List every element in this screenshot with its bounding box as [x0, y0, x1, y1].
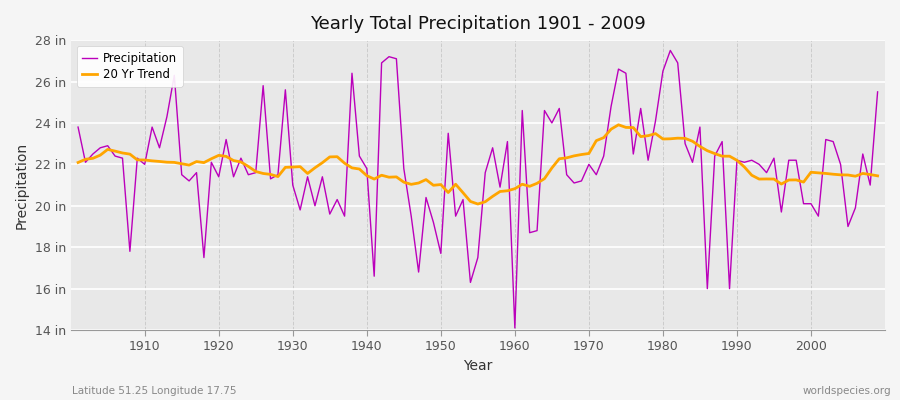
Precipitation: [295, 208, 306, 212]
20 Yr Trend: [132, 158, 143, 162]
Line: Precipitation: Precipitation: [78, 50, 878, 328]
Precipitation: [606, 104, 616, 109]
Precipitation: [73, 125, 84, 130]
Text: worldspecies.org: worldspecies.org: [803, 386, 891, 396]
Text: Latitude 51.25 Longitude 17.75: Latitude 51.25 Longitude 17.75: [72, 386, 237, 396]
Precipitation: [665, 48, 676, 53]
Precipitation: [132, 156, 143, 160]
20 Yr Trend: [613, 122, 624, 127]
20 Yr Trend: [517, 182, 527, 187]
20 Yr Trend: [606, 127, 616, 132]
Precipitation: [872, 90, 883, 94]
20 Yr Trend: [73, 160, 84, 165]
20 Yr Trend: [509, 186, 520, 191]
20 Yr Trend: [339, 161, 350, 166]
X-axis label: Year: Year: [464, 359, 492, 373]
Precipitation: [509, 326, 520, 330]
Line: 20 Yr Trend: 20 Yr Trend: [78, 125, 878, 204]
Legend: Precipitation, 20 Yr Trend: Precipitation, 20 Yr Trend: [76, 46, 183, 87]
Y-axis label: Precipitation: Precipitation: [15, 142, 29, 229]
Precipitation: [517, 108, 527, 113]
Precipitation: [339, 214, 350, 218]
20 Yr Trend: [472, 202, 483, 206]
Precipitation: [502, 139, 513, 144]
20 Yr Trend: [295, 164, 306, 169]
Title: Yearly Total Precipitation 1901 - 2009: Yearly Total Precipitation 1901 - 2009: [310, 15, 645, 33]
20 Yr Trend: [872, 174, 883, 178]
